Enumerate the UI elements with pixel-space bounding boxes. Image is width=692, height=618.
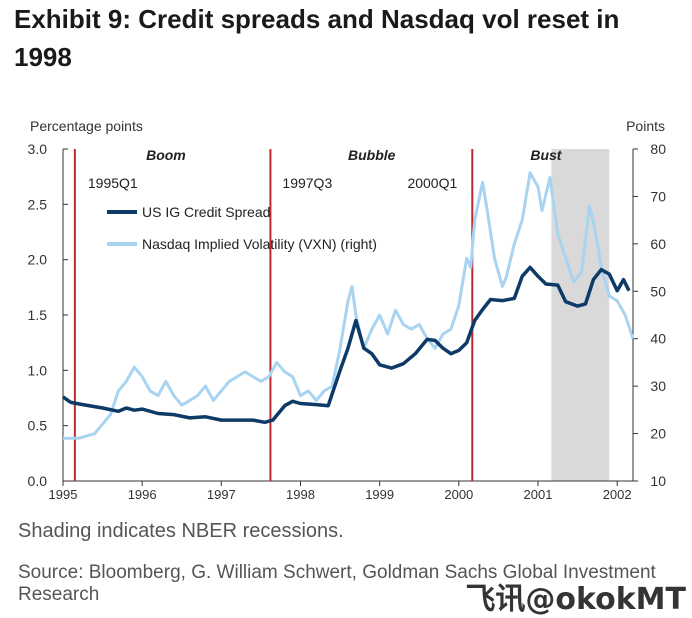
y-left-tick-label: 3.0: [28, 141, 48, 157]
source-note: Source: Bloomberg, G. William Schwert, G…: [18, 562, 656, 605]
phase-label: Boom: [146, 147, 186, 163]
y-right-tick-label: 60: [650, 236, 666, 252]
y-left-tick-label: 1.5: [28, 307, 48, 323]
y-left-tick-label: 1.0: [28, 362, 48, 378]
x-tick-label: 1996: [128, 487, 157, 502]
y-left-tick-label: 2.0: [28, 252, 48, 268]
x-tick-label: 1998: [286, 487, 315, 502]
x-tick-label: 2002: [603, 487, 632, 502]
recession-note: Shading indicates NBER recessions.: [18, 520, 344, 542]
y-left-tick-label: 0.5: [28, 418, 48, 434]
watermark: 飞讯@okokMT: [465, 582, 686, 617]
y-right-tick-label: 50: [650, 283, 666, 299]
y-left-tick-label: 0.0: [28, 473, 48, 489]
event-label: 1997Q3: [282, 175, 332, 191]
recession-shading: [551, 149, 610, 481]
left-axis-title: Percentage points: [30, 118, 143, 134]
phase-label: Bust: [530, 147, 562, 163]
y-left-tick-label: 2.5: [28, 196, 48, 212]
right-axis-title: Points: [626, 118, 665, 134]
x-tick-label: 1997: [207, 487, 236, 502]
x-tick-label: 1999: [365, 487, 394, 502]
event-label: 1995Q1: [88, 175, 138, 191]
phase-label: Bubble: [348, 147, 396, 163]
y-right-tick-label: 10: [650, 473, 666, 489]
chart: Percentage points Points 0.0 0.5 1.0 1.5 2.0 2.…: [28, 118, 667, 502]
legend-label-vxn: Nasdaq Implied Volatility (VXN) (right): [142, 236, 377, 252]
y-right-tick-label: 20: [650, 426, 666, 442]
x-tick-label: 2000: [444, 487, 473, 502]
y-right-tick-label: 70: [650, 188, 666, 204]
y-right-tick-label: 30: [650, 378, 666, 394]
legend-label-credit-spread: US IG Credit Spread: [142, 204, 270, 220]
x-tick-label: 1995: [49, 487, 78, 502]
credit-spread-series-line: [62, 265, 631, 425]
event-label: 2000Q1: [407, 175, 457, 191]
x-tick-label: 2001: [524, 487, 553, 502]
y-right-tick-label: 80: [650, 141, 666, 157]
chart-title: Exhibit 9: Credit spreads and Nasdaq vol…: [14, 4, 620, 72]
y-right-tick-label: 40: [650, 331, 666, 347]
